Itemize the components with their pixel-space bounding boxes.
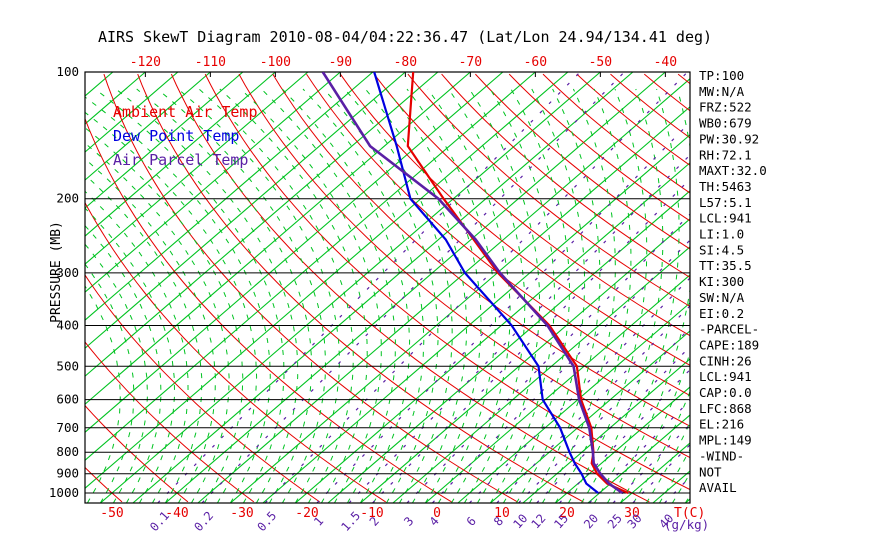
stats-line: TH:5463	[699, 179, 752, 194]
stats-line: CAP:0.0	[699, 385, 752, 400]
temp-tick-label-bottom: -10	[360, 506, 383, 521]
mixing-tick-label: 6	[464, 514, 479, 529]
parcel-curve	[321, 72, 624, 495]
stats-line: KI:300	[699, 274, 744, 289]
stats-line: SI:4.5	[699, 242, 744, 257]
mixing-tick-label: 12	[529, 511, 549, 531]
temp-axis-unit-label: T(C)	[674, 506, 705, 521]
dewpoint-curve	[373, 72, 599, 494]
temp-tick-label-top: -100	[260, 55, 291, 70]
stats-line: EI:0.2	[699, 306, 744, 321]
dry-adiabats-layer	[85, 73, 690, 503]
temp-tick-label-top: -90	[329, 55, 352, 70]
ambient-temp-curve	[406, 72, 629, 495]
temp-tick-label-bottom: 0	[433, 506, 441, 521]
legend-item-parcel: Air Parcel Temp	[113, 151, 249, 169]
mixing-tick-label: 20	[581, 511, 601, 531]
stats-line: LCL:941	[699, 211, 752, 226]
temp-tick-label-bottom: -20	[295, 506, 318, 521]
plot-frame	[84, 71, 691, 504]
temp-tick-label-bottom: -40	[165, 506, 188, 521]
temp-tick-label-top: -40	[654, 55, 677, 70]
stats-line: L57:5.1	[699, 195, 752, 210]
pressure-tick-label: 300	[56, 265, 79, 280]
stats-line: TP:100	[699, 68, 744, 83]
stats-panel: TP:100MW:N/AFRZ:522WB0:679PW:30.92RH:72.…	[699, 68, 767, 495]
stats-line: AVAIL	[699, 480, 737, 495]
mixing-tick-label: 0.2	[191, 509, 216, 534]
temp-tick-label-top: -80	[394, 55, 417, 70]
stats-line: CAPE:189	[699, 337, 759, 352]
temp-tick-label-bottom: 30	[624, 506, 640, 521]
stats-line: WB0:679	[699, 116, 752, 131]
bottom-temp-axis: -50 -40 -30 -20 -10 0 10 20 30	[100, 506, 640, 521]
pressure-tick-label: 900	[56, 466, 79, 481]
stats-line: TT:35.5	[699, 258, 752, 273]
stats-line: SW:N/A	[699, 290, 745, 305]
legend-item-dewpoint: Dew Point Temp	[113, 127, 240, 145]
stats-line: CINH:26	[699, 353, 752, 368]
mixing-tick-label: 0.5	[254, 509, 279, 534]
stats-line: MW:N/A	[699, 84, 745, 99]
mixing-tick-label: 3	[401, 514, 416, 529]
stats-line: FRZ:522	[699, 100, 752, 115]
stats-line: LFC:868	[699, 401, 752, 416]
pressure-tick-label: 200	[56, 191, 79, 206]
temp-tick-label-top: -60	[524, 55, 547, 70]
pressure-tick-label: 800	[56, 444, 79, 459]
stats-line: PW:30.92	[699, 131, 759, 146]
chart-legend: Ambient Air Temp Dew Point Temp Air Parc…	[113, 100, 258, 172]
sounding-curves	[321, 72, 629, 495]
stats-line: -PARCEL-	[699, 322, 759, 337]
top-temp-axis: -120 -110 -100 -90 -80 -70 -60 -50 -40	[130, 55, 677, 77]
stats-line: LI:1.0	[699, 227, 744, 242]
stats-line: -WIND-	[699, 448, 744, 463]
pressure-tick-label: 100	[56, 64, 79, 79]
temp-tick-label-bottom: -50	[100, 506, 123, 521]
pressure-tick-label: 400	[56, 317, 79, 332]
mixing-axis-unit-label: (g/kg)	[664, 517, 709, 532]
pressure-axis-labels: 100 200 300 400 500 600 700 800 900 1000	[49, 64, 79, 500]
plot-background	[85, 72, 690, 503]
temp-tick-label-bottom: 20	[559, 506, 575, 521]
stats-line: RH:72.1	[699, 147, 752, 162]
stats-line: LCL:941	[699, 369, 752, 384]
temp-tick-label-bottom: -30	[230, 506, 253, 521]
pressure-tick-label: 1000	[49, 485, 79, 500]
pressure-tick-label: 600	[56, 392, 79, 407]
temp-tick-label-top: -50	[589, 55, 612, 70]
mixing-tick-label: 10	[510, 511, 530, 531]
pressure-axis-title: PRESSURE (MB)	[49, 221, 64, 323]
stats-line: NOT	[699, 464, 722, 479]
pressure-tick-label: 700	[56, 420, 79, 435]
stats-line: MPL:149	[699, 433, 752, 448]
temp-tick-label-top: -120	[130, 55, 161, 70]
mixing-tick-label: 25	[605, 511, 625, 531]
stats-line: MAXT:32.0	[699, 163, 767, 178]
legend-item-ambient: Ambient Air Temp	[113, 103, 258, 121]
mixing-ratio-layer	[157, 72, 690, 503]
temp-tick-label-top: -110	[195, 55, 226, 70]
temp-tick-label-top: -70	[459, 55, 482, 70]
chart-title: AIRS SkewT Diagram 2010-08-04/04:22:36.4…	[97, 28, 713, 46]
stats-line: EL:216	[699, 417, 744, 432]
temp-tick-label-bottom: 10	[494, 506, 510, 521]
pressure-tick-label: 500	[56, 358, 79, 373]
